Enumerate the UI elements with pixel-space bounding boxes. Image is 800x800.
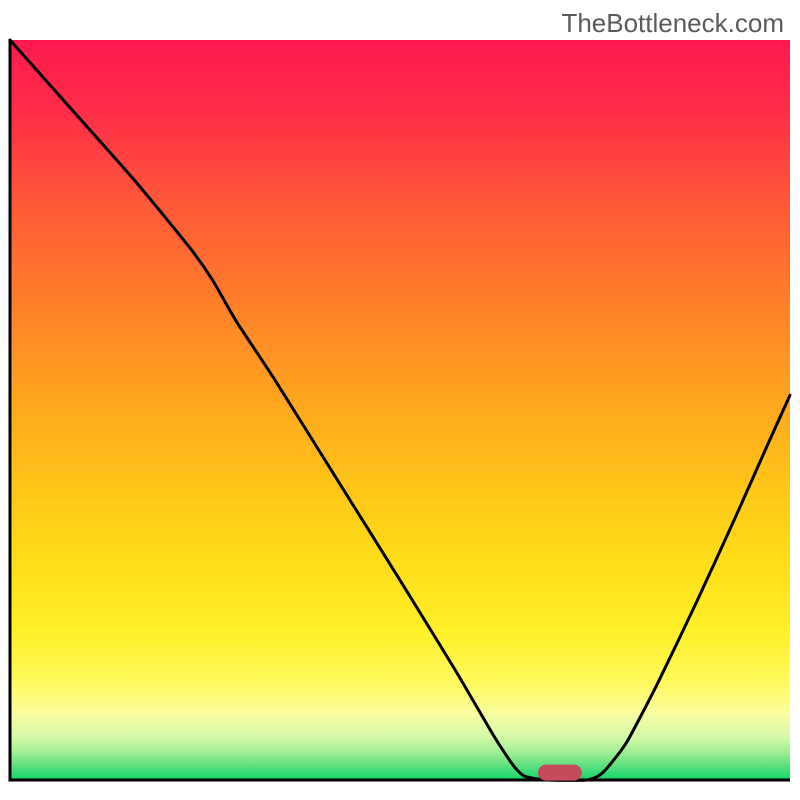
chart-svg — [0, 0, 800, 800]
gradient-background — [10, 40, 790, 780]
optimal-marker — [538, 765, 582, 781]
watermark-text: TheBottleneck.com — [561, 8, 784, 39]
bottleneck-chart-container: TheBottleneck.com — [0, 0, 800, 800]
